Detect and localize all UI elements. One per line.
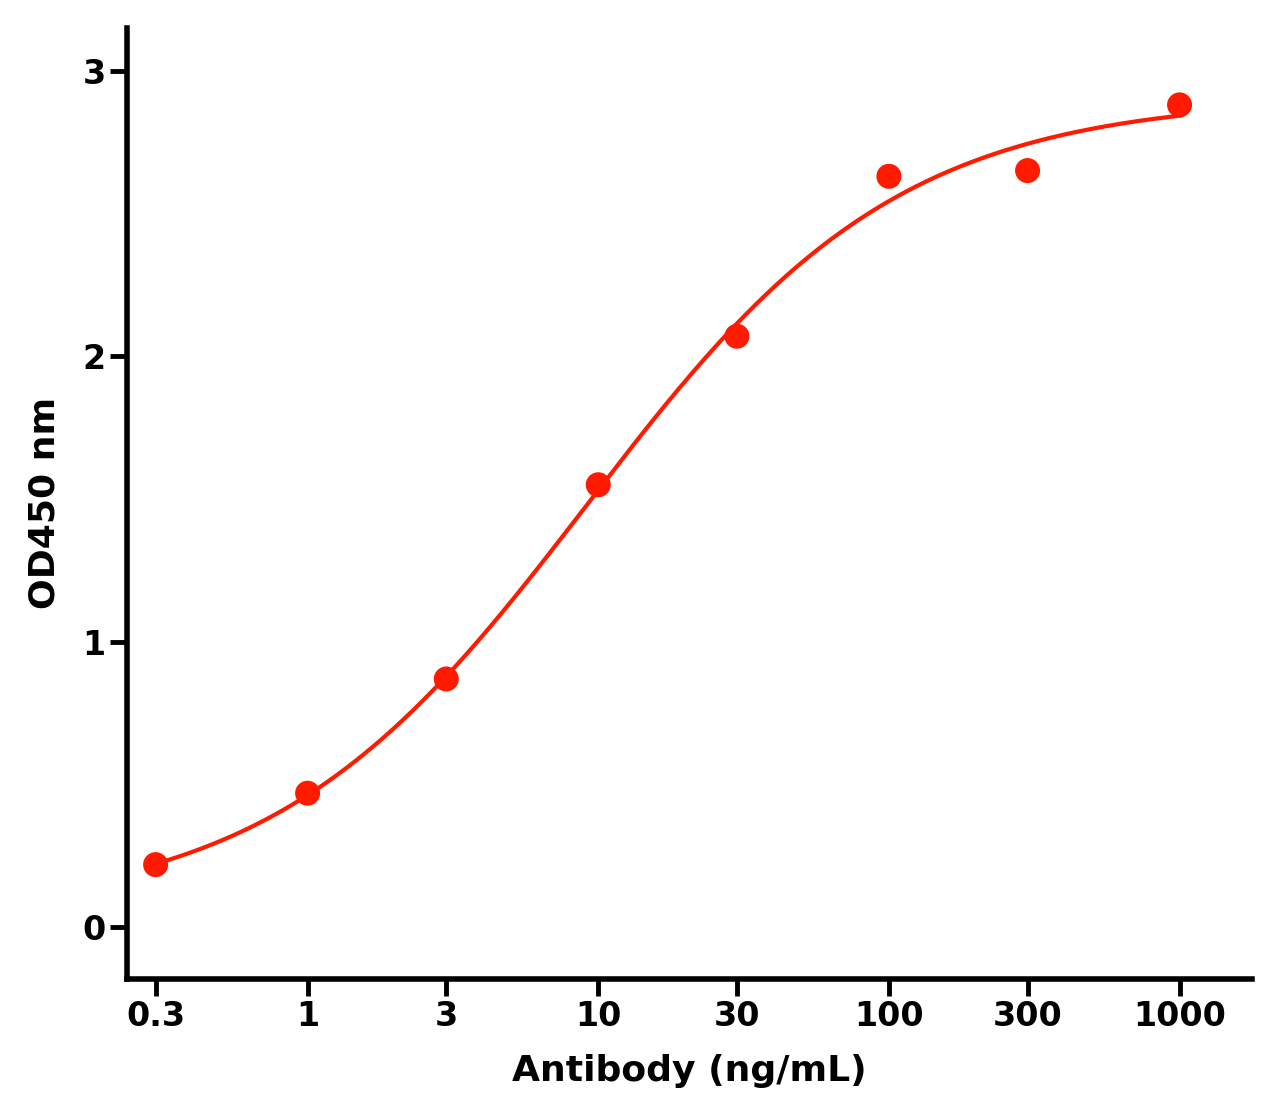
Point	[146, 856, 166, 874]
Point	[727, 327, 748, 345]
Point	[878, 167, 899, 185]
Point	[1018, 162, 1038, 180]
Point	[436, 670, 457, 687]
Point	[1170, 96, 1190, 114]
Point	[588, 475, 608, 493]
Y-axis label: OD450 nm: OD450 nm	[28, 397, 61, 609]
X-axis label: Antibody (ng/mL): Antibody (ng/mL)	[512, 1055, 867, 1088]
Point	[297, 785, 317, 802]
